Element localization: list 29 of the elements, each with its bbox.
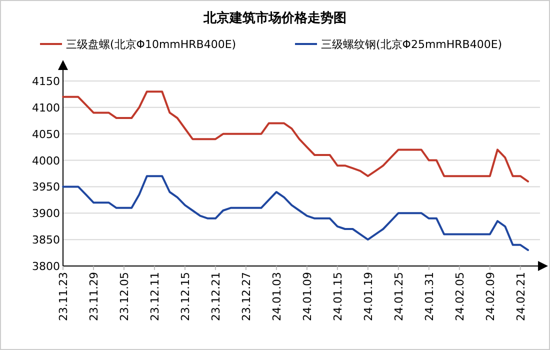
x-tick-label: 23.12.15 <box>178 272 192 321</box>
x-tick-label: 24.01.19 <box>362 272 375 321</box>
x-tick-label: 24.01.09 <box>300 272 314 321</box>
y-tick-label: 4150 <box>32 75 60 88</box>
x-tick-label: 24.02.09 <box>484 272 497 321</box>
line-series <box>62 175 529 252</box>
y-tick-label: 3800 <box>32 260 60 273</box>
x-tick-label: 23.12.21 <box>209 272 222 321</box>
y-tick-label: 3900 <box>32 207 60 220</box>
x-tick-label: 24.01.25 <box>392 272 406 321</box>
x-tick-label: 24.01.31 <box>422 272 436 321</box>
x-tick-label: 23.12.27 <box>240 272 253 321</box>
y-tick-label: 3950 <box>32 180 60 194</box>
y-tick-label: 4100 <box>32 101 60 114</box>
x-tick-label: 24.02.05 <box>453 272 466 321</box>
legend-label: 三级盘螺(北京Φ10mmHRB400E) <box>66 38 236 51</box>
line-series <box>62 90 529 182</box>
x-tick-label: 24.01.15 <box>331 272 344 321</box>
x-tick-label: 24.01.03 <box>270 272 284 321</box>
x-tick-label: 24.02.21 <box>514 272 528 321</box>
x-tick-label: 23.11.29 <box>87 272 100 321</box>
y-tick-label: 4050 <box>32 128 60 141</box>
x-tick-label: 23.12.11 <box>148 272 162 321</box>
chart-title: 北京建筑市场价格走势图 <box>202 10 346 26</box>
legend-label: 三级螺纹钢(北京Φ25mmHRB400E) <box>321 38 502 51</box>
x-tick-label: 23.12.05 <box>118 272 131 321</box>
y-tick-label: 4000 <box>32 154 60 168</box>
x-tick-label: 23.11.23 <box>57 272 70 321</box>
y-tick-label: 3850 <box>32 234 60 247</box>
